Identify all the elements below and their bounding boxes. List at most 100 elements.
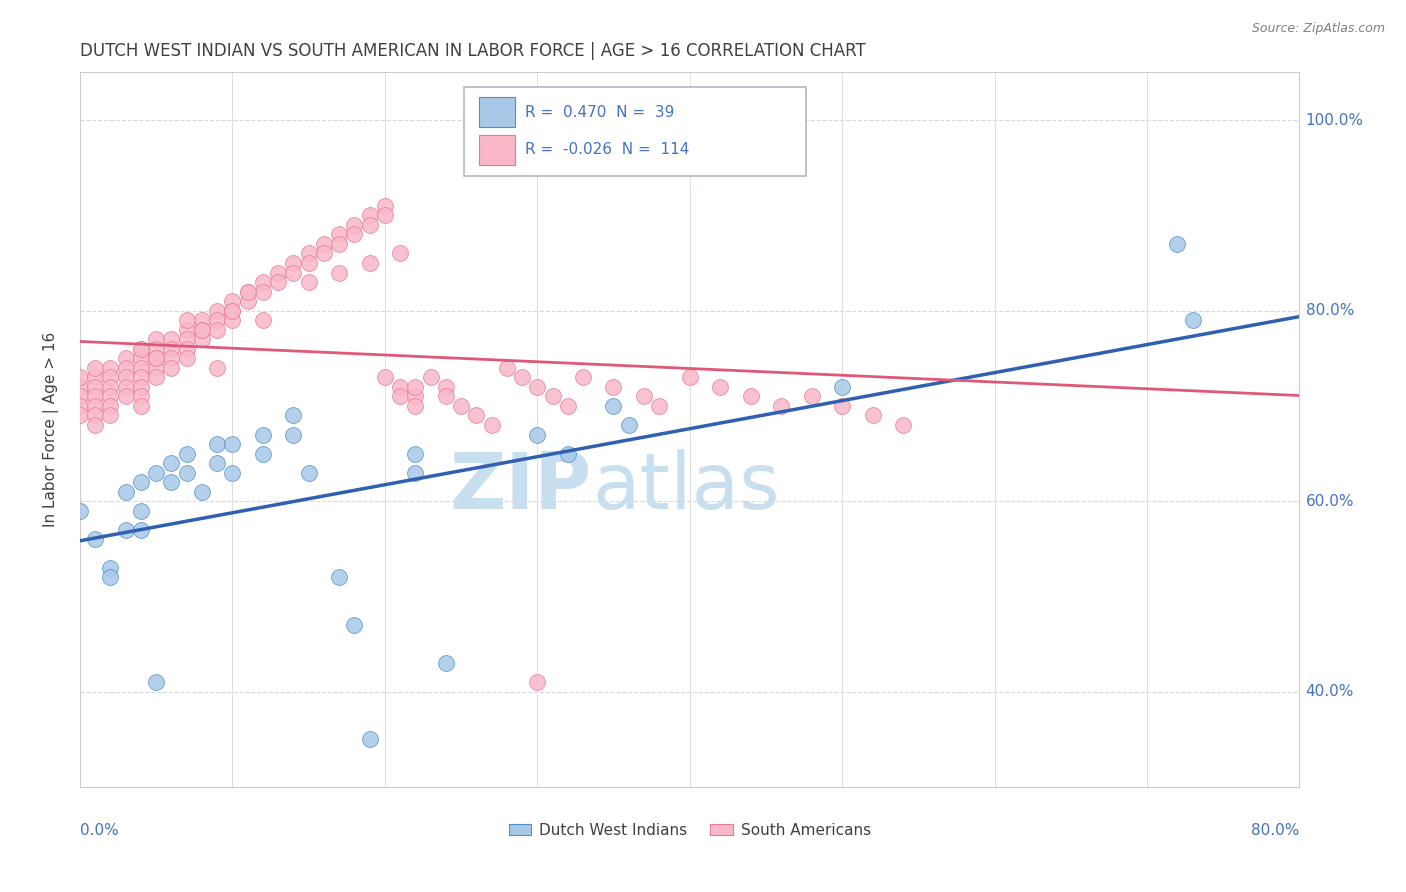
Point bbox=[221, 313, 243, 327]
Point bbox=[297, 256, 319, 270]
Text: 80.0%: 80.0% bbox=[1251, 823, 1299, 838]
Point bbox=[510, 370, 533, 384]
Point bbox=[1181, 313, 1204, 327]
Point bbox=[252, 447, 274, 461]
Point bbox=[602, 380, 624, 394]
Point bbox=[69, 380, 91, 394]
Point bbox=[541, 389, 564, 403]
Point bbox=[236, 294, 259, 309]
Point bbox=[129, 475, 152, 490]
Point bbox=[252, 313, 274, 327]
Point bbox=[283, 256, 305, 270]
Point bbox=[602, 399, 624, 413]
Legend: Dutch West Indians, South Americans: Dutch West Indians, South Americans bbox=[502, 816, 877, 844]
Point bbox=[404, 380, 426, 394]
Point bbox=[343, 227, 366, 242]
Point bbox=[160, 360, 183, 375]
Point bbox=[84, 360, 107, 375]
Point bbox=[221, 303, 243, 318]
Point bbox=[267, 275, 290, 289]
Point bbox=[205, 437, 228, 451]
Point bbox=[359, 208, 381, 222]
Point bbox=[129, 342, 152, 356]
Point bbox=[374, 208, 396, 222]
Text: 0.0%: 0.0% bbox=[80, 823, 118, 838]
Point bbox=[69, 370, 91, 384]
Point bbox=[176, 332, 198, 346]
Point bbox=[800, 389, 823, 403]
Point bbox=[831, 380, 853, 394]
Point bbox=[160, 475, 183, 490]
Y-axis label: In Labor Force | Age > 16: In Labor Force | Age > 16 bbox=[44, 332, 59, 527]
Point bbox=[374, 199, 396, 213]
Point bbox=[160, 342, 183, 356]
Point bbox=[114, 380, 136, 394]
Point bbox=[862, 409, 884, 423]
Point bbox=[100, 399, 122, 413]
Point bbox=[465, 409, 488, 423]
Point bbox=[69, 409, 91, 423]
Point bbox=[145, 342, 167, 356]
Point bbox=[374, 370, 396, 384]
Point bbox=[191, 332, 214, 346]
Point bbox=[1166, 236, 1188, 251]
Point bbox=[191, 323, 214, 337]
Point bbox=[69, 399, 91, 413]
Point bbox=[283, 266, 305, 280]
Point bbox=[100, 389, 122, 403]
Point bbox=[419, 370, 441, 384]
Point bbox=[145, 675, 167, 690]
Point bbox=[297, 466, 319, 480]
Point bbox=[434, 657, 457, 671]
Point bbox=[221, 303, 243, 318]
Point bbox=[114, 484, 136, 499]
Point bbox=[404, 466, 426, 480]
Point bbox=[176, 447, 198, 461]
Point bbox=[84, 370, 107, 384]
Point bbox=[205, 313, 228, 327]
Text: R =  0.470  N =  39: R = 0.470 N = 39 bbox=[524, 105, 675, 120]
Point bbox=[129, 399, 152, 413]
Point bbox=[404, 447, 426, 461]
Point bbox=[129, 351, 152, 366]
Text: 60.0%: 60.0% bbox=[1306, 494, 1354, 508]
Point bbox=[114, 360, 136, 375]
Point bbox=[69, 389, 91, 403]
Point bbox=[84, 389, 107, 403]
Point bbox=[389, 380, 412, 394]
Point bbox=[633, 389, 655, 403]
Point bbox=[84, 399, 107, 413]
Point bbox=[129, 342, 152, 356]
Point bbox=[145, 351, 167, 366]
Point bbox=[283, 409, 305, 423]
Point bbox=[526, 675, 548, 690]
FancyBboxPatch shape bbox=[478, 135, 516, 165]
Point bbox=[434, 380, 457, 394]
Point bbox=[236, 285, 259, 299]
Point bbox=[648, 399, 671, 413]
FancyBboxPatch shape bbox=[478, 97, 516, 128]
Point bbox=[114, 523, 136, 537]
Point bbox=[434, 389, 457, 403]
Point bbox=[100, 409, 122, 423]
Point bbox=[176, 313, 198, 327]
Point bbox=[114, 370, 136, 384]
Point bbox=[267, 266, 290, 280]
Point bbox=[205, 456, 228, 470]
Point bbox=[145, 360, 167, 375]
Point bbox=[100, 561, 122, 575]
Point bbox=[557, 447, 579, 461]
Point bbox=[526, 380, 548, 394]
Point bbox=[359, 732, 381, 747]
Point bbox=[205, 360, 228, 375]
Point bbox=[129, 360, 152, 375]
Text: 40.0%: 40.0% bbox=[1306, 684, 1354, 699]
Point bbox=[84, 533, 107, 547]
FancyBboxPatch shape bbox=[464, 87, 806, 176]
Point bbox=[328, 570, 350, 584]
Point bbox=[312, 246, 335, 260]
Point bbox=[359, 218, 381, 232]
Point bbox=[129, 380, 152, 394]
Point bbox=[176, 342, 198, 356]
Point bbox=[343, 618, 366, 632]
